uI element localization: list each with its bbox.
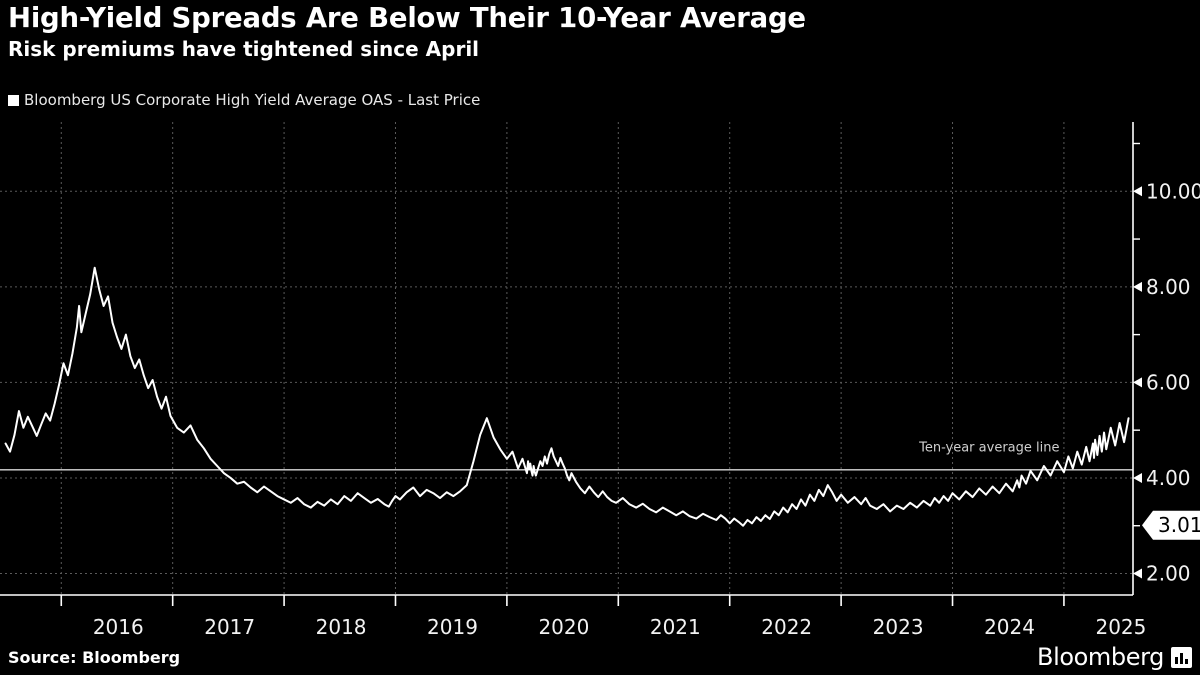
last-price-badge[interactable]: 3.01 [1142,510,1200,540]
source-note: Source: Bloomberg [8,648,181,667]
y-tick-marker [1133,568,1142,579]
x-tick-label: 2021 [650,615,701,639]
series-line-0 [4,266,1130,527]
x-tick-label: 2016 [93,615,144,639]
y-tick-marker [1133,281,1142,292]
last-price-value: 3.01 [1158,513,1200,537]
axis-lines-group [0,122,1134,596]
x-tick-label: 2023 [873,615,924,639]
gridlines-group [0,122,1133,595]
page-title: High-Yield Spreads Are Below Their 10-Ye… [8,2,806,34]
legend-series-label: Bloomberg US Corporate High Yield Averag… [24,91,481,109]
chart-legend: Bloomberg US Corporate High Yield Averag… [8,91,480,109]
x-axis-ticks-group: 2016 2017 2018 2019 2020 2021 2022 2023 2024 2025 [60,595,1146,639]
y-tick-label: 8.00 [1146,275,1191,299]
annotations-group: Ten-year average line [918,441,1059,456]
x-tick-label: 2018 [316,615,367,639]
bloomberg-brand: Bloomberg [1037,645,1192,669]
y-axis-ticks-group: 2.00 4.00 6.00 8.00 10.00 [1133,142,1200,586]
bloomberg-bars-icon [1171,646,1192,668]
x-tick-label: 2019 [427,615,478,639]
last-price-box[interactable] [1142,510,1200,540]
series-line-group [4,266,1130,527]
y-tick-marker [1133,186,1142,197]
chart-annotation: Ten-year average line [918,441,1059,456]
page-subtitle: Risk premiums have tightened since April [8,37,480,61]
y-tick-marker [1133,377,1142,388]
x-tick-label: 2025 [1095,615,1146,639]
square-marker-icon [8,94,19,106]
y-tick-label: 4.00 [1146,466,1191,490]
x-tick-label: 2022 [761,615,812,639]
y-tick-label: 2.00 [1146,562,1191,586]
y-tick-marker [1133,472,1142,483]
x-tick-label: 2024 [984,615,1035,639]
brand-wordmark: Bloomberg [1037,643,1164,671]
x-tick-label: 2017 [204,615,255,639]
y-tick-label: 6.00 [1146,370,1191,394]
y-tick-label: 10.00 [1146,179,1200,203]
chart-header: High-Yield Spreads Are Below Their 10-Ye… [8,2,1192,62]
x-tick-label: 2020 [538,615,589,639]
